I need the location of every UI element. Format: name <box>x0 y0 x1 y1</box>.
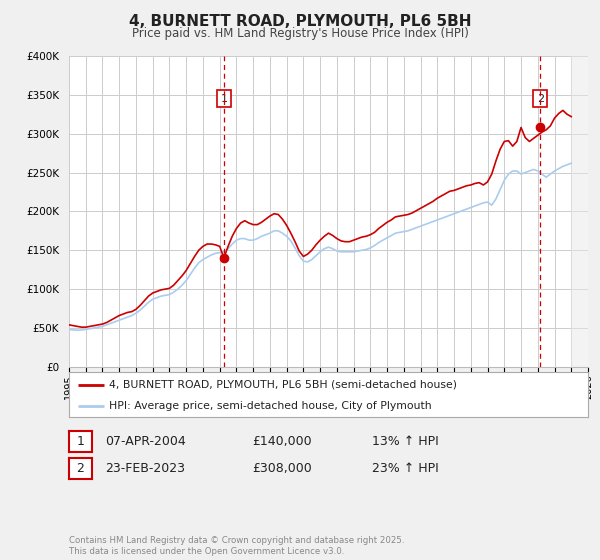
Text: Price paid vs. HM Land Registry's House Price Index (HPI): Price paid vs. HM Land Registry's House … <box>131 27 469 40</box>
Text: 4, BURNETT ROAD, PLYMOUTH, PL6 5BH: 4, BURNETT ROAD, PLYMOUTH, PL6 5BH <box>129 14 471 29</box>
Text: 13% ↑ HPI: 13% ↑ HPI <box>372 435 439 448</box>
Text: HPI: Average price, semi-detached house, City of Plymouth: HPI: Average price, semi-detached house,… <box>109 401 432 411</box>
Text: 4, BURNETT ROAD, PLYMOUTH, PL6 5BH (semi-detached house): 4, BURNETT ROAD, PLYMOUTH, PL6 5BH (semi… <box>109 380 457 390</box>
Text: 2: 2 <box>537 94 544 104</box>
Text: 23% ↑ HPI: 23% ↑ HPI <box>372 461 439 475</box>
Text: 1: 1 <box>76 435 85 448</box>
Text: 23-FEB-2023: 23-FEB-2023 <box>105 461 185 475</box>
Text: 1: 1 <box>221 94 227 104</box>
Text: £308,000: £308,000 <box>252 461 312 475</box>
Text: 2: 2 <box>76 461 85 475</box>
Bar <box>571 56 588 367</box>
Text: 07-APR-2004: 07-APR-2004 <box>105 435 186 448</box>
Text: £140,000: £140,000 <box>252 435 311 448</box>
Text: Contains HM Land Registry data © Crown copyright and database right 2025.
This d: Contains HM Land Registry data © Crown c… <box>69 536 404 556</box>
